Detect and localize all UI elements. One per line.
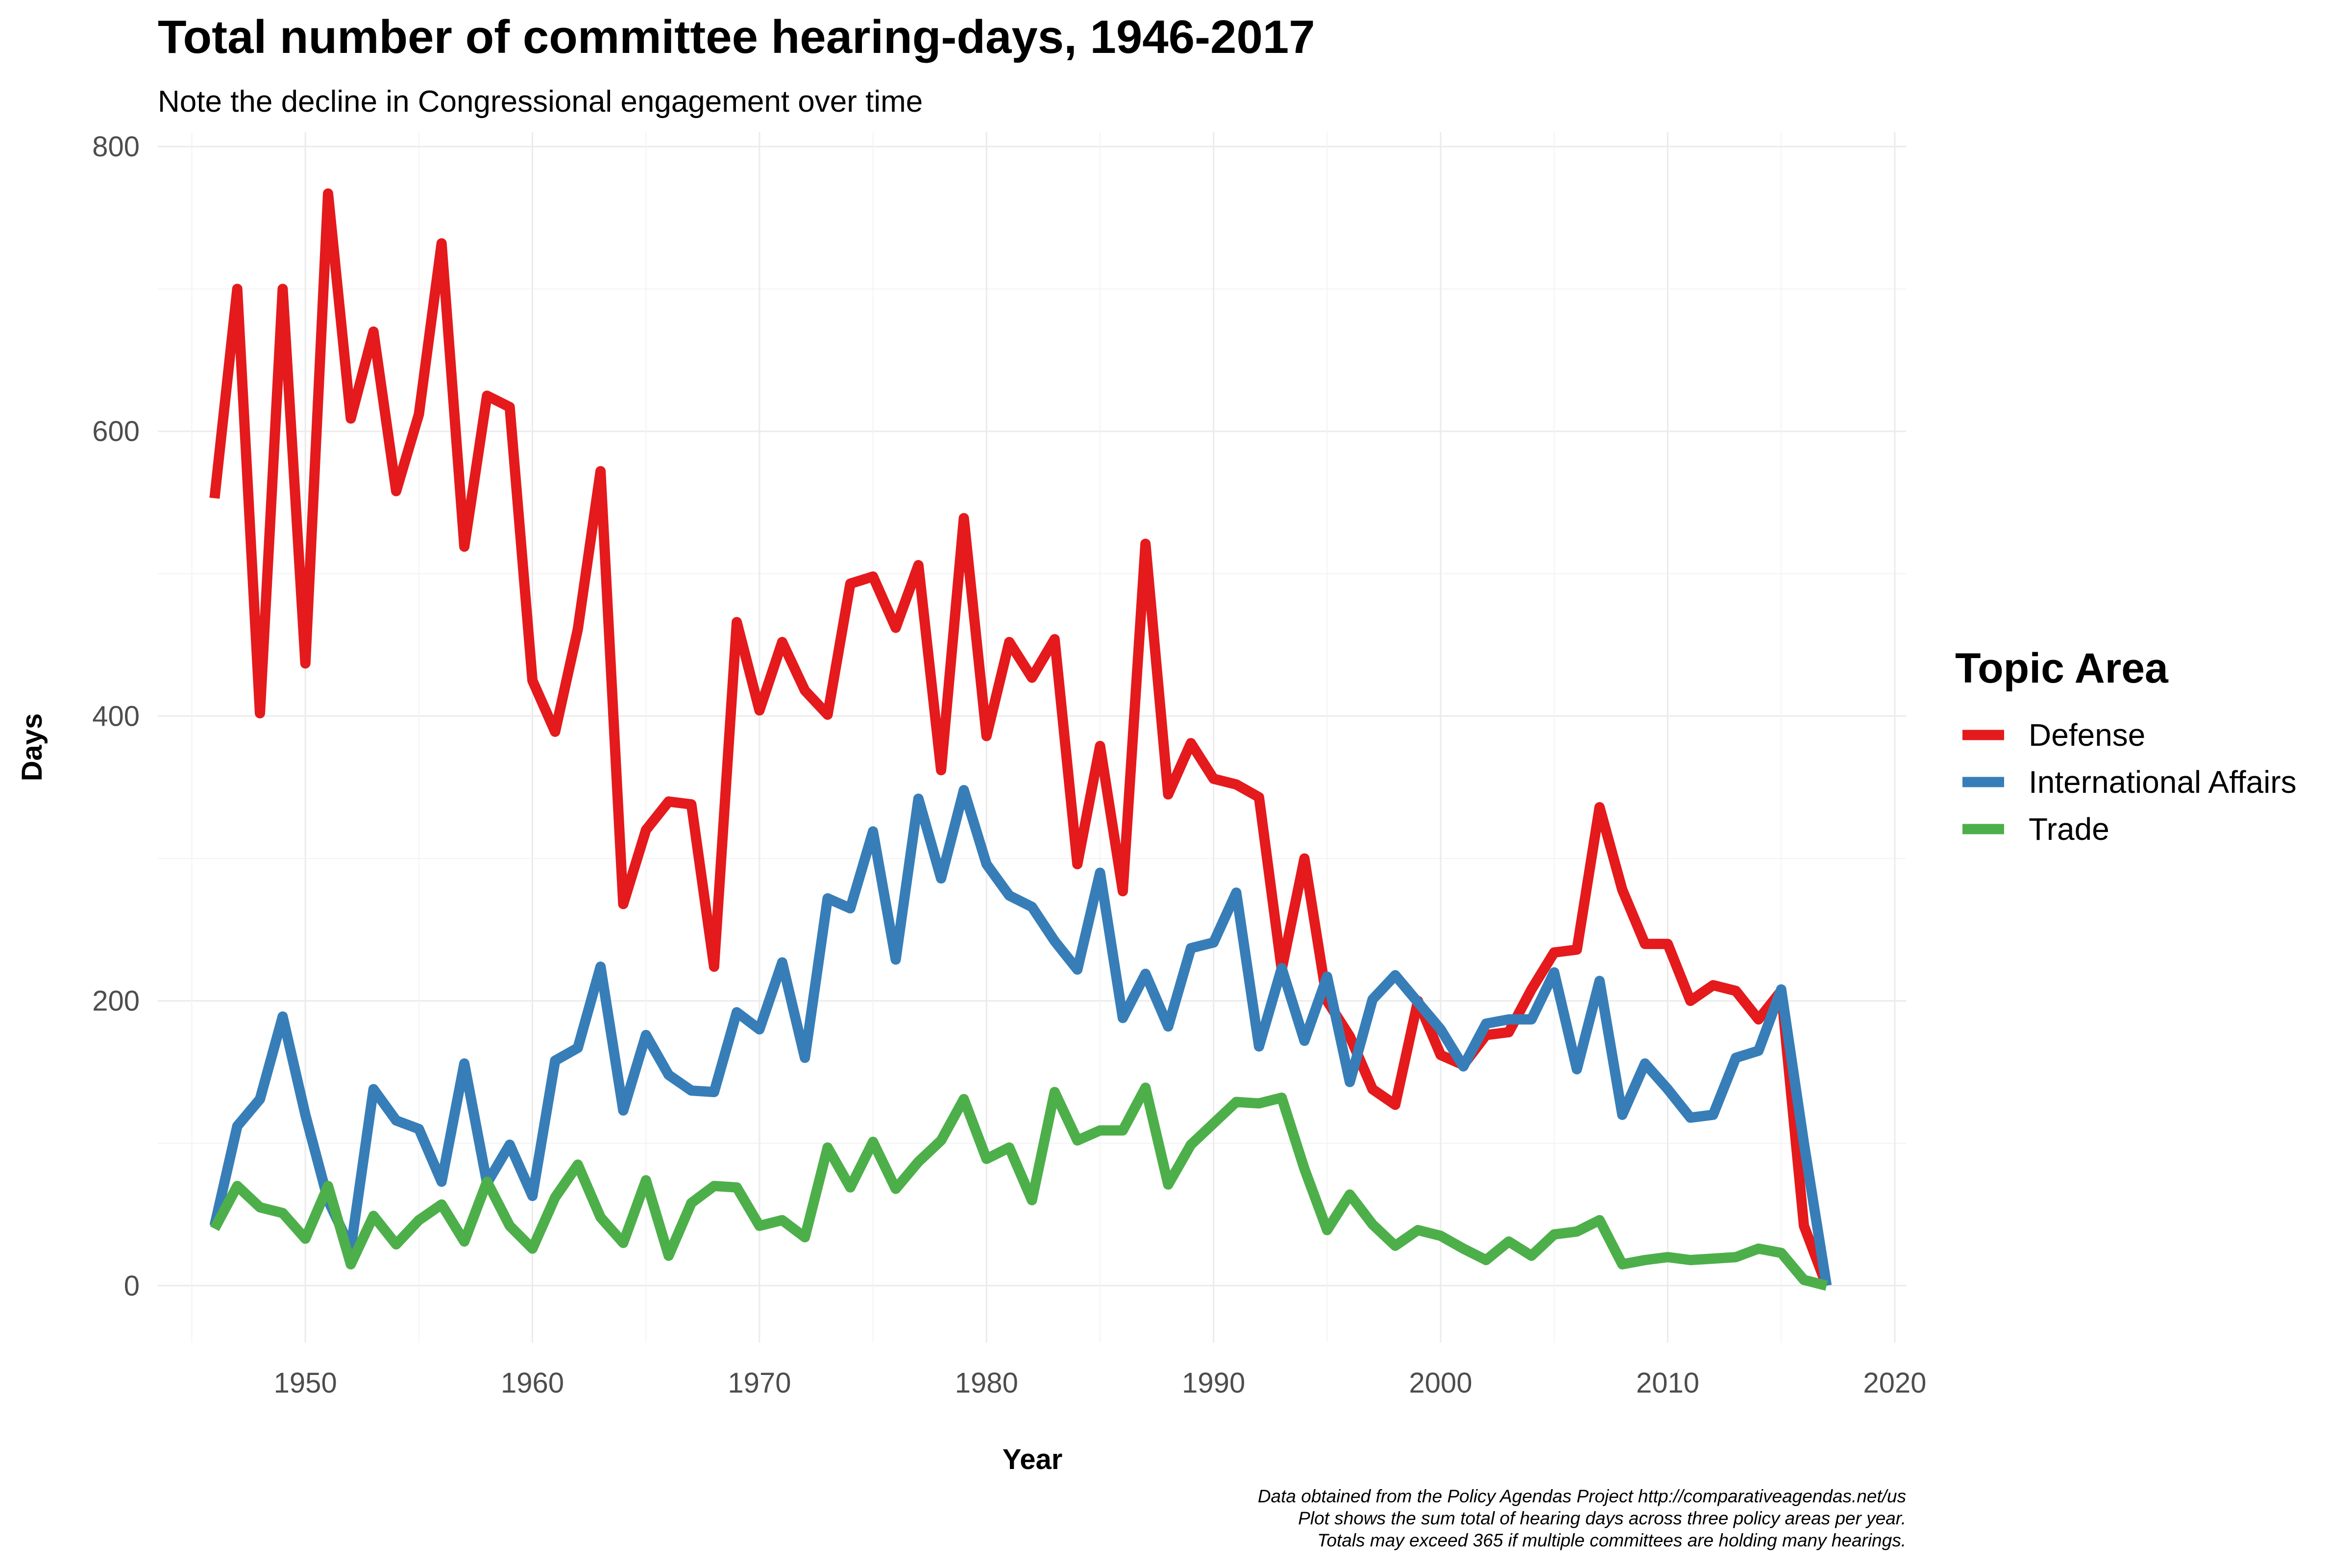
chart-title: Total number of committee hearing-days, … bbox=[158, 11, 1315, 63]
x-tick-label: 2000 bbox=[1409, 1367, 1472, 1399]
series-line-international-affairs bbox=[209, 785, 1832, 1287]
legend-title: Topic Area bbox=[1955, 645, 2169, 692]
x-tick-label: 1960 bbox=[501, 1367, 564, 1399]
x-tick-label: 1980 bbox=[955, 1367, 1018, 1399]
y-tick-label: 0 bbox=[124, 1270, 140, 1302]
x-tick-label: 2020 bbox=[1863, 1367, 1926, 1399]
y-tick-label: 800 bbox=[92, 131, 140, 163]
x-axis-title: Year bbox=[1003, 1444, 1063, 1475]
legend-label-trade: Trade bbox=[2029, 811, 2109, 847]
x-tick-label: 2010 bbox=[1636, 1367, 1699, 1399]
legend-label-defense: Defense bbox=[2029, 717, 2145, 753]
caption-line-3: Totals may exceed 365 if multiple commit… bbox=[1317, 1530, 1906, 1550]
legend-label-international-affairs: International Affairs bbox=[2029, 764, 2297, 800]
series-line-defense bbox=[209, 188, 1832, 1288]
y-tick-label: 600 bbox=[92, 416, 140, 447]
x-tick-label: 1970 bbox=[728, 1367, 791, 1399]
x-axis-ticks: 1950 1960 1970 1980 1990 2000 2010 2020 bbox=[274, 1367, 1927, 1399]
x-tick-label: 1950 bbox=[274, 1367, 337, 1399]
y-axis-title: Days bbox=[16, 713, 48, 782]
caption: Data obtained from the Policy Agendas Pr… bbox=[1258, 1486, 1906, 1550]
x-tick-label: 1990 bbox=[1182, 1367, 1245, 1399]
y-tick-label: 200 bbox=[92, 985, 140, 1017]
caption-line-2: Plot shows the sum total of hearing days… bbox=[1298, 1508, 1906, 1528]
y-axis-ticks: 0 200 400 600 800 bbox=[92, 131, 140, 1302]
series-lines bbox=[209, 188, 1832, 1291]
legend: Topic Area Defense International Affairs T… bbox=[1955, 645, 2297, 847]
chart-subtitle: Note the decline in Congressional engage… bbox=[158, 85, 923, 119]
y-tick-label: 400 bbox=[92, 700, 140, 732]
caption-line-1: Data obtained from the Policy Agendas Pr… bbox=[1258, 1486, 1906, 1506]
series-line-trade bbox=[210, 1082, 1828, 1291]
